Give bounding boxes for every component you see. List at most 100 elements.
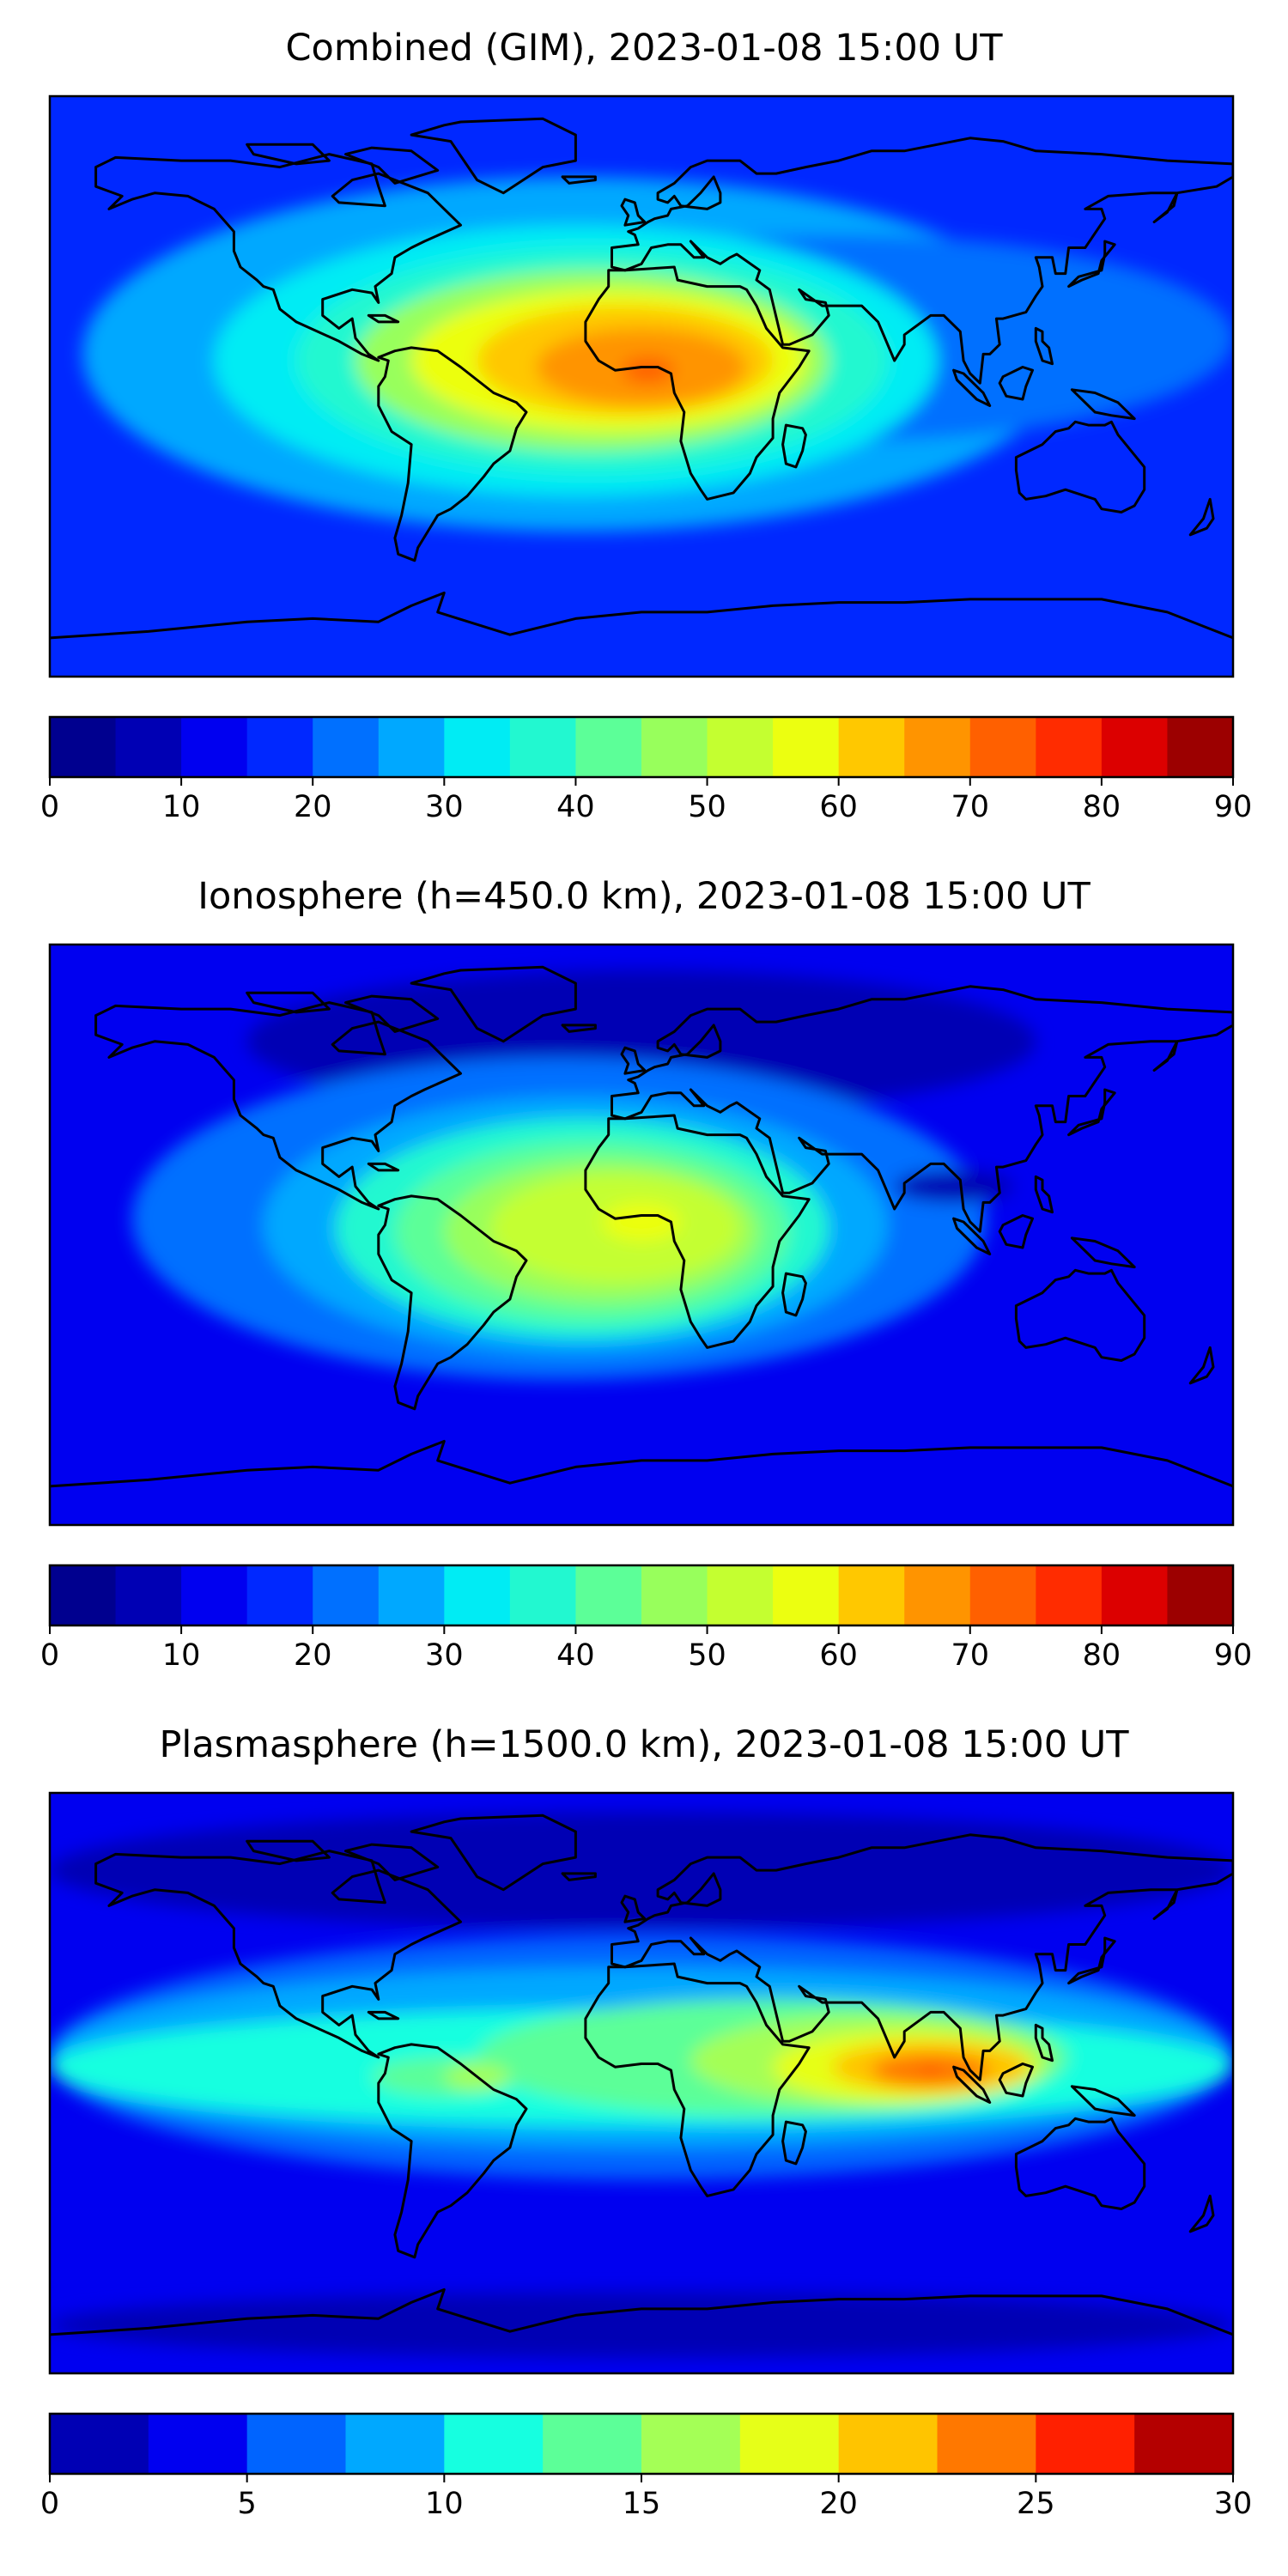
tec-field — [50, 945, 1233, 1525]
colorbar-segment — [707, 717, 774, 777]
colorbar-segment — [148, 2414, 248, 2474]
colorbar: 0 5 10 15 20 25 30 — [40, 2412, 1253, 2521]
colorbar-tick-label: 70 — [951, 790, 990, 824]
colorbar-segment — [1036, 717, 1103, 777]
colorbar-segment — [641, 2414, 741, 2474]
coastline — [410, 117, 577, 195]
coastline — [1034, 326, 1054, 366]
panel-title: Combined (GIM), 2023-01-08 15:00 UT — [285, 27, 1003, 70]
coastline — [1067, 1936, 1116, 1985]
coastline — [410, 965, 577, 1043]
coastline — [377, 1194, 528, 1411]
colorbar-segment — [969, 717, 1036, 777]
coastline — [620, 197, 647, 227]
coastline — [50, 1439, 1233, 1488]
colorbar-segment — [509, 717, 577, 777]
colorbar-segment — [181, 717, 248, 777]
colorbar-segment — [838, 2414, 939, 2474]
colorbar-segment — [1134, 2414, 1234, 2474]
colorbar-segment — [1101, 1565, 1169, 1625]
colorbar-segment — [50, 717, 117, 777]
coastline — [952, 1217, 992, 1255]
panel-combined: Combined (GIM), 2023-01-08 15:00 UT 0 10 2… — [40, 27, 1252, 824]
colorbar-segment — [739, 2414, 840, 2474]
tec-field — [50, 1793, 1233, 2373]
colorbar-segment — [773, 1565, 840, 1625]
colorbar-segment — [707, 1565, 774, 1625]
coastline — [620, 1046, 647, 1075]
coastline — [611, 985, 1233, 1233]
coastline — [344, 146, 440, 185]
colorbar-frame — [48, 1564, 1235, 1627]
colorbar-tick-label: 0 — [40, 1638, 59, 1673]
coastline — [998, 2063, 1034, 2098]
colorbar-tick-label: 50 — [688, 790, 726, 824]
coastline — [367, 313, 400, 324]
coastline — [781, 1272, 807, 1317]
coastline — [620, 1894, 647, 1923]
coastline — [94, 1850, 462, 2059]
coastline — [377, 2043, 528, 2259]
colorbar-tick-label: 40 — [556, 1638, 595, 1673]
coastline — [367, 1162, 400, 1172]
coastline — [998, 366, 1034, 401]
colorbar-tick-label: 50 — [688, 1638, 726, 1673]
coastline — [584, 1962, 811, 2197]
colorbar-segment — [773, 717, 840, 777]
coastline — [94, 1001, 462, 1211]
coastline — [1070, 1236, 1136, 1269]
colorbar-tick-label: 60 — [819, 1638, 858, 1673]
colorbar-segment — [1167, 1565, 1234, 1625]
colorbar-segment — [509, 1565, 577, 1625]
coastline — [344, 994, 440, 1033]
colorbar-segment — [904, 1565, 971, 1625]
colorbar-segment — [575, 1565, 642, 1625]
colorbar-segment — [575, 717, 642, 777]
colorbar-segment — [543, 2414, 642, 2474]
coastline — [94, 153, 462, 362]
coastlines — [50, 1814, 1233, 2336]
colorbar-segment — [444, 1565, 511, 1625]
map-frame — [48, 1791, 1235, 2375]
coastline — [1014, 1268, 1146, 1362]
colorbar-tick-label: 10 — [425, 2487, 464, 2521]
colorbar-tick-label: 40 — [556, 790, 595, 824]
colorbar-segment — [1036, 2414, 1135, 2474]
colorbar-tick-label: 80 — [1083, 1638, 1121, 1673]
coastlines — [50, 117, 1233, 640]
colorbar-segment — [313, 1565, 380, 1625]
map — [48, 1791, 1235, 2375]
colorbar-segment — [1101, 717, 1169, 777]
coastline — [561, 175, 597, 185]
coastline — [1067, 240, 1116, 289]
colorbar-tick-label: 25 — [1017, 2487, 1055, 2521]
colorbar-segment — [246, 717, 313, 777]
colorbar-tick-label: 30 — [425, 1638, 464, 1673]
colorbar-segment — [1167, 717, 1234, 777]
colorbar-segment — [838, 1565, 905, 1625]
coastline — [50, 2287, 1233, 2336]
colorbar-segment — [378, 717, 445, 777]
colorbar-segment — [313, 717, 380, 777]
coastline — [246, 1839, 331, 1862]
coastline — [584, 1114, 811, 1349]
coastline — [246, 143, 331, 166]
map-frame — [48, 94, 1235, 678]
coastline — [1188, 1346, 1215, 1385]
colorbar: 0 10 20 30 40 50 60 70 80 90 — [40, 715, 1252, 824]
colorbar-tick-label: 80 — [1083, 790, 1121, 824]
colorbar-tick-label: 5 — [238, 2487, 257, 2521]
colorbar-tick-label: 20 — [294, 1638, 332, 1673]
colorbar-segment — [904, 717, 971, 777]
tec-contour — [924, 2065, 938, 2075]
map-frame — [48, 943, 1235, 1527]
coastline — [561, 1872, 597, 1881]
colorbar-tick-label: 30 — [1214, 2487, 1253, 2521]
coastline — [611, 1833, 1233, 2081]
colorbar-segment — [969, 1565, 1036, 1625]
tec-field — [50, 96, 1233, 677]
coastline — [781, 423, 807, 469]
colorbar-segment — [246, 2414, 347, 2474]
coastline — [1070, 388, 1136, 421]
